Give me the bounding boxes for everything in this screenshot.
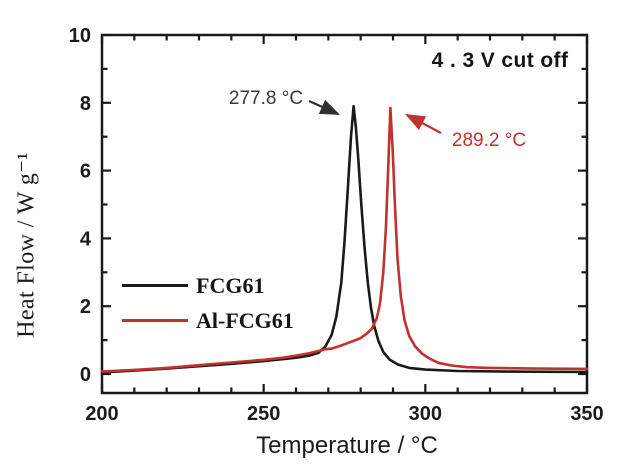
fcg61-line-swatch (122, 284, 188, 287)
legend-item-al-fcg61: Al-FCG61 (122, 303, 294, 338)
svg-text:10: 10 (69, 25, 91, 47)
x-axis-title: Temperature / °C (256, 432, 438, 459)
fcg61-peak-annotation: 277.8 °C (228, 88, 304, 109)
svg-text:300: 300 (409, 403, 442, 425)
legend-label-fcg61: FCG61 (196, 272, 265, 298)
svg-text:8: 8 (80, 93, 91, 115)
legend-item-fcg61: FCG61 (122, 268, 294, 303)
svg-text:4: 4 (80, 228, 92, 250)
cutoff-annotation: 4 . 3 V cut off (431, 49, 569, 72)
svg-text:0: 0 (80, 364, 91, 386)
svg-text:350: 350 (570, 403, 603, 425)
al-fcg61-line-swatch (122, 319, 188, 322)
svg-text:250: 250 (247, 403, 280, 425)
svg-text:2: 2 (80, 296, 91, 318)
y-axis-title: Heat Flow / W g⁻¹ (13, 152, 40, 338)
svg-text:200: 200 (85, 403, 118, 425)
legend: FCG61 Al-FCG61 (122, 268, 294, 338)
legend-label-al-fcg61: Al-FCG61 (196, 307, 294, 333)
al-fcg61-peak-annotation: 289.2 °C (451, 130, 527, 151)
svg-text:6: 6 (80, 161, 91, 183)
